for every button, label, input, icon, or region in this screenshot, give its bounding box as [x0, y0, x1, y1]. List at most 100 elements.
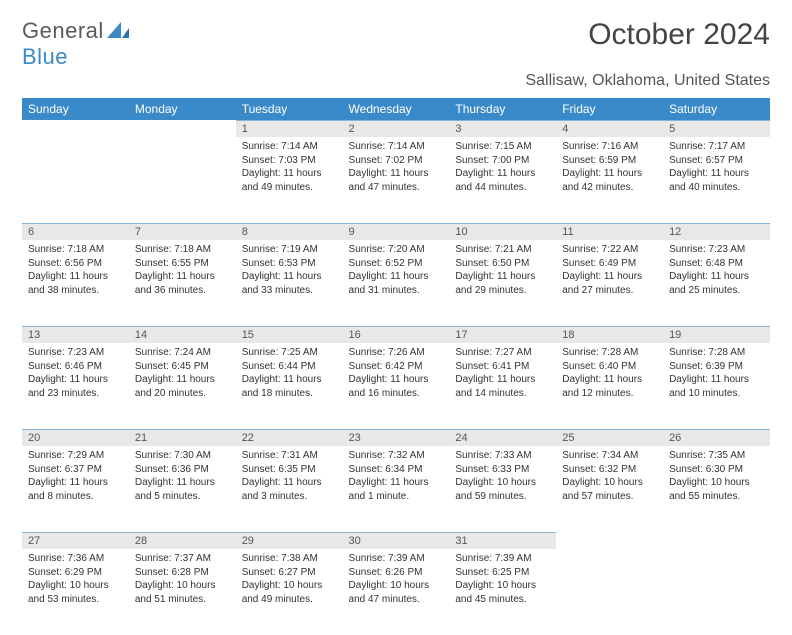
daylight-line: Daylight: 10 hours and 45 minutes.	[455, 579, 550, 606]
weekday-header: Sunday	[22, 98, 129, 120]
day-number: 28	[129, 532, 236, 549]
daylight-line: Daylight: 11 hours and 18 minutes.	[242, 373, 337, 400]
day-number: 12	[663, 223, 770, 240]
weekday-header: Friday	[556, 98, 663, 120]
day-details: Sunrise: 7:25 AMSunset: 6:44 PMDaylight:…	[236, 343, 343, 406]
day-details: Sunrise: 7:14 AMSunset: 7:02 PMDaylight:…	[343, 137, 450, 200]
day-number: 1	[236, 120, 343, 137]
sunset-line: Sunset: 6:28 PM	[135, 566, 230, 580]
sunrise-line: Sunrise: 7:27 AM	[455, 346, 550, 360]
day-cell: Sunrise: 7:38 AMSunset: 6:27 PMDaylight:…	[236, 549, 343, 635]
day-details: Sunrise: 7:26 AMSunset: 6:42 PMDaylight:…	[343, 343, 450, 406]
sunset-line: Sunset: 6:40 PM	[562, 360, 657, 374]
daylight-line: Daylight: 10 hours and 49 minutes.	[242, 579, 337, 606]
day-number: 22	[236, 429, 343, 446]
day-details: Sunrise: 7:27 AMSunset: 6:41 PMDaylight:…	[449, 343, 556, 406]
sunrise-line: Sunrise: 7:14 AM	[242, 140, 337, 154]
daylight-line: Daylight: 11 hours and 5 minutes.	[135, 476, 230, 503]
day-number: 7	[129, 223, 236, 240]
day-number: 23	[343, 429, 450, 446]
sunset-line: Sunset: 6:44 PM	[242, 360, 337, 374]
sunrise-line: Sunrise: 7:22 AM	[562, 243, 657, 257]
day-details: Sunrise: 7:21 AMSunset: 6:50 PMDaylight:…	[449, 240, 556, 303]
day-cell: Sunrise: 7:23 AMSunset: 6:46 PMDaylight:…	[22, 343, 129, 429]
daylight-line: Daylight: 11 hours and 29 minutes.	[455, 270, 550, 297]
daylight-line: Daylight: 11 hours and 36 minutes.	[135, 270, 230, 297]
daylight-line: Daylight: 11 hours and 47 minutes.	[349, 167, 444, 194]
day-details: Sunrise: 7:30 AMSunset: 6:36 PMDaylight:…	[129, 446, 236, 509]
sunrise-line: Sunrise: 7:23 AM	[669, 243, 764, 257]
day-number: 3	[449, 120, 556, 137]
day-details: Sunrise: 7:36 AMSunset: 6:29 PMDaylight:…	[22, 549, 129, 612]
day-details: Sunrise: 7:31 AMSunset: 6:35 PMDaylight:…	[236, 446, 343, 509]
daylight-line: Daylight: 11 hours and 42 minutes.	[562, 167, 657, 194]
sunrise-line: Sunrise: 7:20 AM	[349, 243, 444, 257]
day-details: Sunrise: 7:24 AMSunset: 6:45 PMDaylight:…	[129, 343, 236, 406]
daylight-line: Daylight: 11 hours and 23 minutes.	[28, 373, 123, 400]
week-content-row: Sunrise: 7:18 AMSunset: 6:56 PMDaylight:…	[22, 240, 770, 326]
daylight-line: Daylight: 10 hours and 59 minutes.	[455, 476, 550, 503]
daylight-line: Daylight: 11 hours and 49 minutes.	[242, 167, 337, 194]
day-cell: Sunrise: 7:31 AMSunset: 6:35 PMDaylight:…	[236, 446, 343, 532]
sunset-line: Sunset: 6:50 PM	[455, 257, 550, 271]
sunset-line: Sunset: 6:53 PM	[242, 257, 337, 271]
day-number: 20	[22, 429, 129, 446]
day-number: 9	[343, 223, 450, 240]
day-cell: Sunrise: 7:39 AMSunset: 6:26 PMDaylight:…	[343, 549, 450, 635]
day-number: 21	[129, 429, 236, 446]
day-number: 10	[449, 223, 556, 240]
empty-day	[22, 137, 129, 223]
day-number: 16	[343, 326, 450, 343]
sunrise-line: Sunrise: 7:32 AM	[349, 449, 444, 463]
week-daynum-row: 13141516171819	[22, 326, 770, 343]
weekday-header: Saturday	[663, 98, 770, 120]
sunset-line: Sunset: 6:33 PM	[455, 463, 550, 477]
day-cell: Sunrise: 7:14 AMSunset: 7:03 PMDaylight:…	[236, 137, 343, 223]
daylight-line: Daylight: 11 hours and 25 minutes.	[669, 270, 764, 297]
sunset-line: Sunset: 6:49 PM	[562, 257, 657, 271]
day-cell: Sunrise: 7:35 AMSunset: 6:30 PMDaylight:…	[663, 446, 770, 532]
day-cell: Sunrise: 7:24 AMSunset: 6:45 PMDaylight:…	[129, 343, 236, 429]
day-cell: Sunrise: 7:15 AMSunset: 7:00 PMDaylight:…	[449, 137, 556, 223]
day-details: Sunrise: 7:17 AMSunset: 6:57 PMDaylight:…	[663, 137, 770, 200]
daylight-line: Daylight: 11 hours and 1 minute.	[349, 476, 444, 503]
sunrise-line: Sunrise: 7:39 AM	[349, 552, 444, 566]
week-daynum-row: 6789101112	[22, 223, 770, 240]
week-daynum-row: 2728293031	[22, 532, 770, 549]
day-number: 15	[236, 326, 343, 343]
day-cell: Sunrise: 7:29 AMSunset: 6:37 PMDaylight:…	[22, 446, 129, 532]
day-cell: Sunrise: 7:28 AMSunset: 6:39 PMDaylight:…	[663, 343, 770, 429]
day-details: Sunrise: 7:22 AMSunset: 6:49 PMDaylight:…	[556, 240, 663, 303]
day-details: Sunrise: 7:34 AMSunset: 6:32 PMDaylight:…	[556, 446, 663, 509]
day-cell: Sunrise: 7:22 AMSunset: 6:49 PMDaylight:…	[556, 240, 663, 326]
brand-logo: GeneralBlue	[22, 18, 129, 70]
day-details: Sunrise: 7:20 AMSunset: 6:52 PMDaylight:…	[343, 240, 450, 303]
sunset-line: Sunset: 6:55 PM	[135, 257, 230, 271]
weekday-header: Monday	[129, 98, 236, 120]
daylight-line: Daylight: 11 hours and 3 minutes.	[242, 476, 337, 503]
sunrise-line: Sunrise: 7:26 AM	[349, 346, 444, 360]
sunrise-line: Sunrise: 7:18 AM	[28, 243, 123, 257]
day-cell: Sunrise: 7:19 AMSunset: 6:53 PMDaylight:…	[236, 240, 343, 326]
week-daynum-row: 20212223242526	[22, 429, 770, 446]
sunrise-line: Sunrise: 7:23 AM	[28, 346, 123, 360]
daylight-line: Daylight: 11 hours and 40 minutes.	[669, 167, 764, 194]
daylight-line: Daylight: 11 hours and 44 minutes.	[455, 167, 550, 194]
sunset-line: Sunset: 7:00 PM	[455, 154, 550, 168]
day-details: Sunrise: 7:23 AMSunset: 6:48 PMDaylight:…	[663, 240, 770, 303]
day-cell: Sunrise: 7:39 AMSunset: 6:25 PMDaylight:…	[449, 549, 556, 635]
daylight-line: Daylight: 10 hours and 57 minutes.	[562, 476, 657, 503]
daylight-line: Daylight: 11 hours and 27 minutes.	[562, 270, 657, 297]
daylight-line: Daylight: 10 hours and 55 minutes.	[669, 476, 764, 503]
weekday-header: Thursday	[449, 98, 556, 120]
day-number: 24	[449, 429, 556, 446]
day-number: 29	[236, 532, 343, 549]
day-details: Sunrise: 7:23 AMSunset: 6:46 PMDaylight:…	[22, 343, 129, 406]
empty-day	[22, 120, 129, 137]
sunset-line: Sunset: 6:46 PM	[28, 360, 123, 374]
sunset-line: Sunset: 6:41 PM	[455, 360, 550, 374]
week-content-row: Sunrise: 7:14 AMSunset: 7:03 PMDaylight:…	[22, 137, 770, 223]
daylight-line: Daylight: 11 hours and 33 minutes.	[242, 270, 337, 297]
day-number: 17	[449, 326, 556, 343]
day-cell: Sunrise: 7:37 AMSunset: 6:28 PMDaylight:…	[129, 549, 236, 635]
